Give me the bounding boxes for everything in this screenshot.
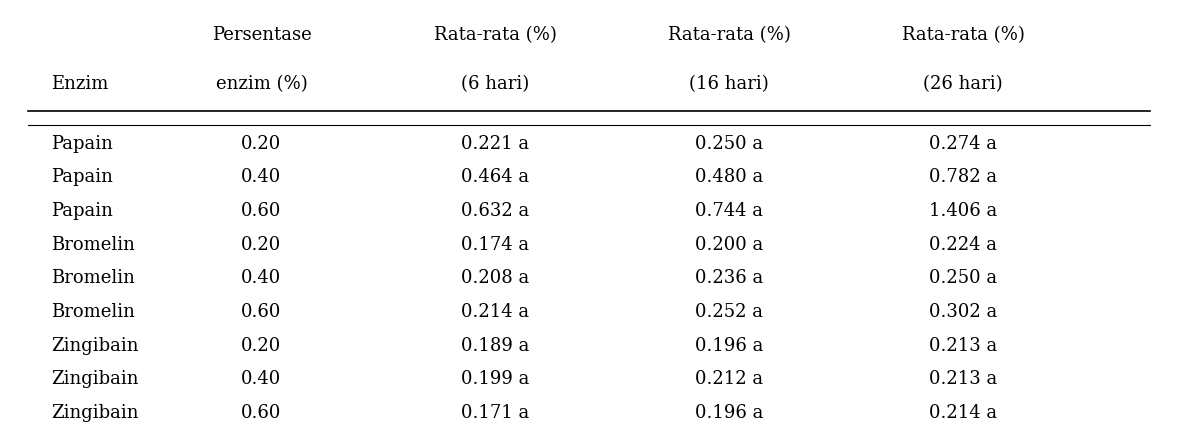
- Text: (26 hari): (26 hari): [924, 76, 1004, 93]
- Text: 0.40: 0.40: [241, 269, 282, 287]
- Text: 0.189 a: 0.189 a: [462, 336, 530, 354]
- Text: Rata-rata (%): Rata-rata (%): [668, 26, 790, 44]
- Text: enzim (%): enzim (%): [216, 76, 307, 93]
- Text: 0.302 a: 0.302 a: [929, 303, 998, 321]
- Text: Papain: Papain: [51, 202, 113, 220]
- Text: 0.782 a: 0.782 a: [929, 168, 998, 187]
- Text: 0.274 a: 0.274 a: [929, 135, 998, 153]
- Text: 0.744 a: 0.744 a: [695, 202, 763, 220]
- Text: Bromelin: Bromelin: [51, 303, 134, 321]
- Text: 0.20: 0.20: [241, 235, 282, 254]
- Text: 0.464 a: 0.464 a: [462, 168, 529, 187]
- Text: 0.480 a: 0.480 a: [695, 168, 763, 187]
- Text: 0.221 a: 0.221 a: [462, 135, 529, 153]
- Text: Zingibain: Zingibain: [51, 404, 139, 422]
- Text: Zingibain: Zingibain: [51, 370, 139, 388]
- Text: (16 hari): (16 hari): [689, 76, 769, 93]
- Text: 0.214 a: 0.214 a: [929, 404, 998, 422]
- Text: 0.250 a: 0.250 a: [695, 135, 763, 153]
- Text: 0.196 a: 0.196 a: [695, 336, 763, 354]
- Text: Zingibain: Zingibain: [51, 336, 139, 354]
- Text: (6 hari): (6 hari): [462, 76, 530, 93]
- Text: Persentase: Persentase: [212, 26, 311, 44]
- Text: 0.250 a: 0.250 a: [929, 269, 998, 287]
- Text: 0.60: 0.60: [241, 303, 282, 321]
- Text: 0.224 a: 0.224 a: [929, 235, 998, 254]
- Text: 0.20: 0.20: [241, 336, 282, 354]
- Text: 0.200 a: 0.200 a: [695, 235, 763, 254]
- Text: 0.40: 0.40: [241, 370, 282, 388]
- Text: 0.212 a: 0.212 a: [695, 370, 763, 388]
- Text: 0.40: 0.40: [241, 168, 282, 187]
- Text: 0.174 a: 0.174 a: [462, 235, 529, 254]
- Text: Rata-rata (%): Rata-rata (%): [902, 26, 1025, 44]
- Text: Enzim: Enzim: [51, 76, 108, 93]
- Text: 0.632 a: 0.632 a: [462, 202, 530, 220]
- Text: 0.213 a: 0.213 a: [929, 370, 998, 388]
- Text: Papain: Papain: [51, 135, 113, 153]
- Text: 0.171 a: 0.171 a: [462, 404, 530, 422]
- Text: 0.199 a: 0.199 a: [462, 370, 530, 388]
- Text: 0.208 a: 0.208 a: [462, 269, 530, 287]
- Text: Rata-rata (%): Rata-rata (%): [434, 26, 557, 44]
- Text: 0.60: 0.60: [241, 202, 282, 220]
- Text: 0.236 a: 0.236 a: [695, 269, 763, 287]
- Text: 0.213 a: 0.213 a: [929, 336, 998, 354]
- Text: 0.252 a: 0.252 a: [695, 303, 763, 321]
- Text: Bromelin: Bromelin: [51, 235, 134, 254]
- Text: 0.196 a: 0.196 a: [695, 404, 763, 422]
- Text: 0.20: 0.20: [241, 135, 282, 153]
- Text: Papain: Papain: [51, 168, 113, 187]
- Text: 0.60: 0.60: [241, 404, 282, 422]
- Text: 1.406 a: 1.406 a: [929, 202, 998, 220]
- Text: Bromelin: Bromelin: [51, 269, 134, 287]
- Text: 0.214 a: 0.214 a: [462, 303, 529, 321]
